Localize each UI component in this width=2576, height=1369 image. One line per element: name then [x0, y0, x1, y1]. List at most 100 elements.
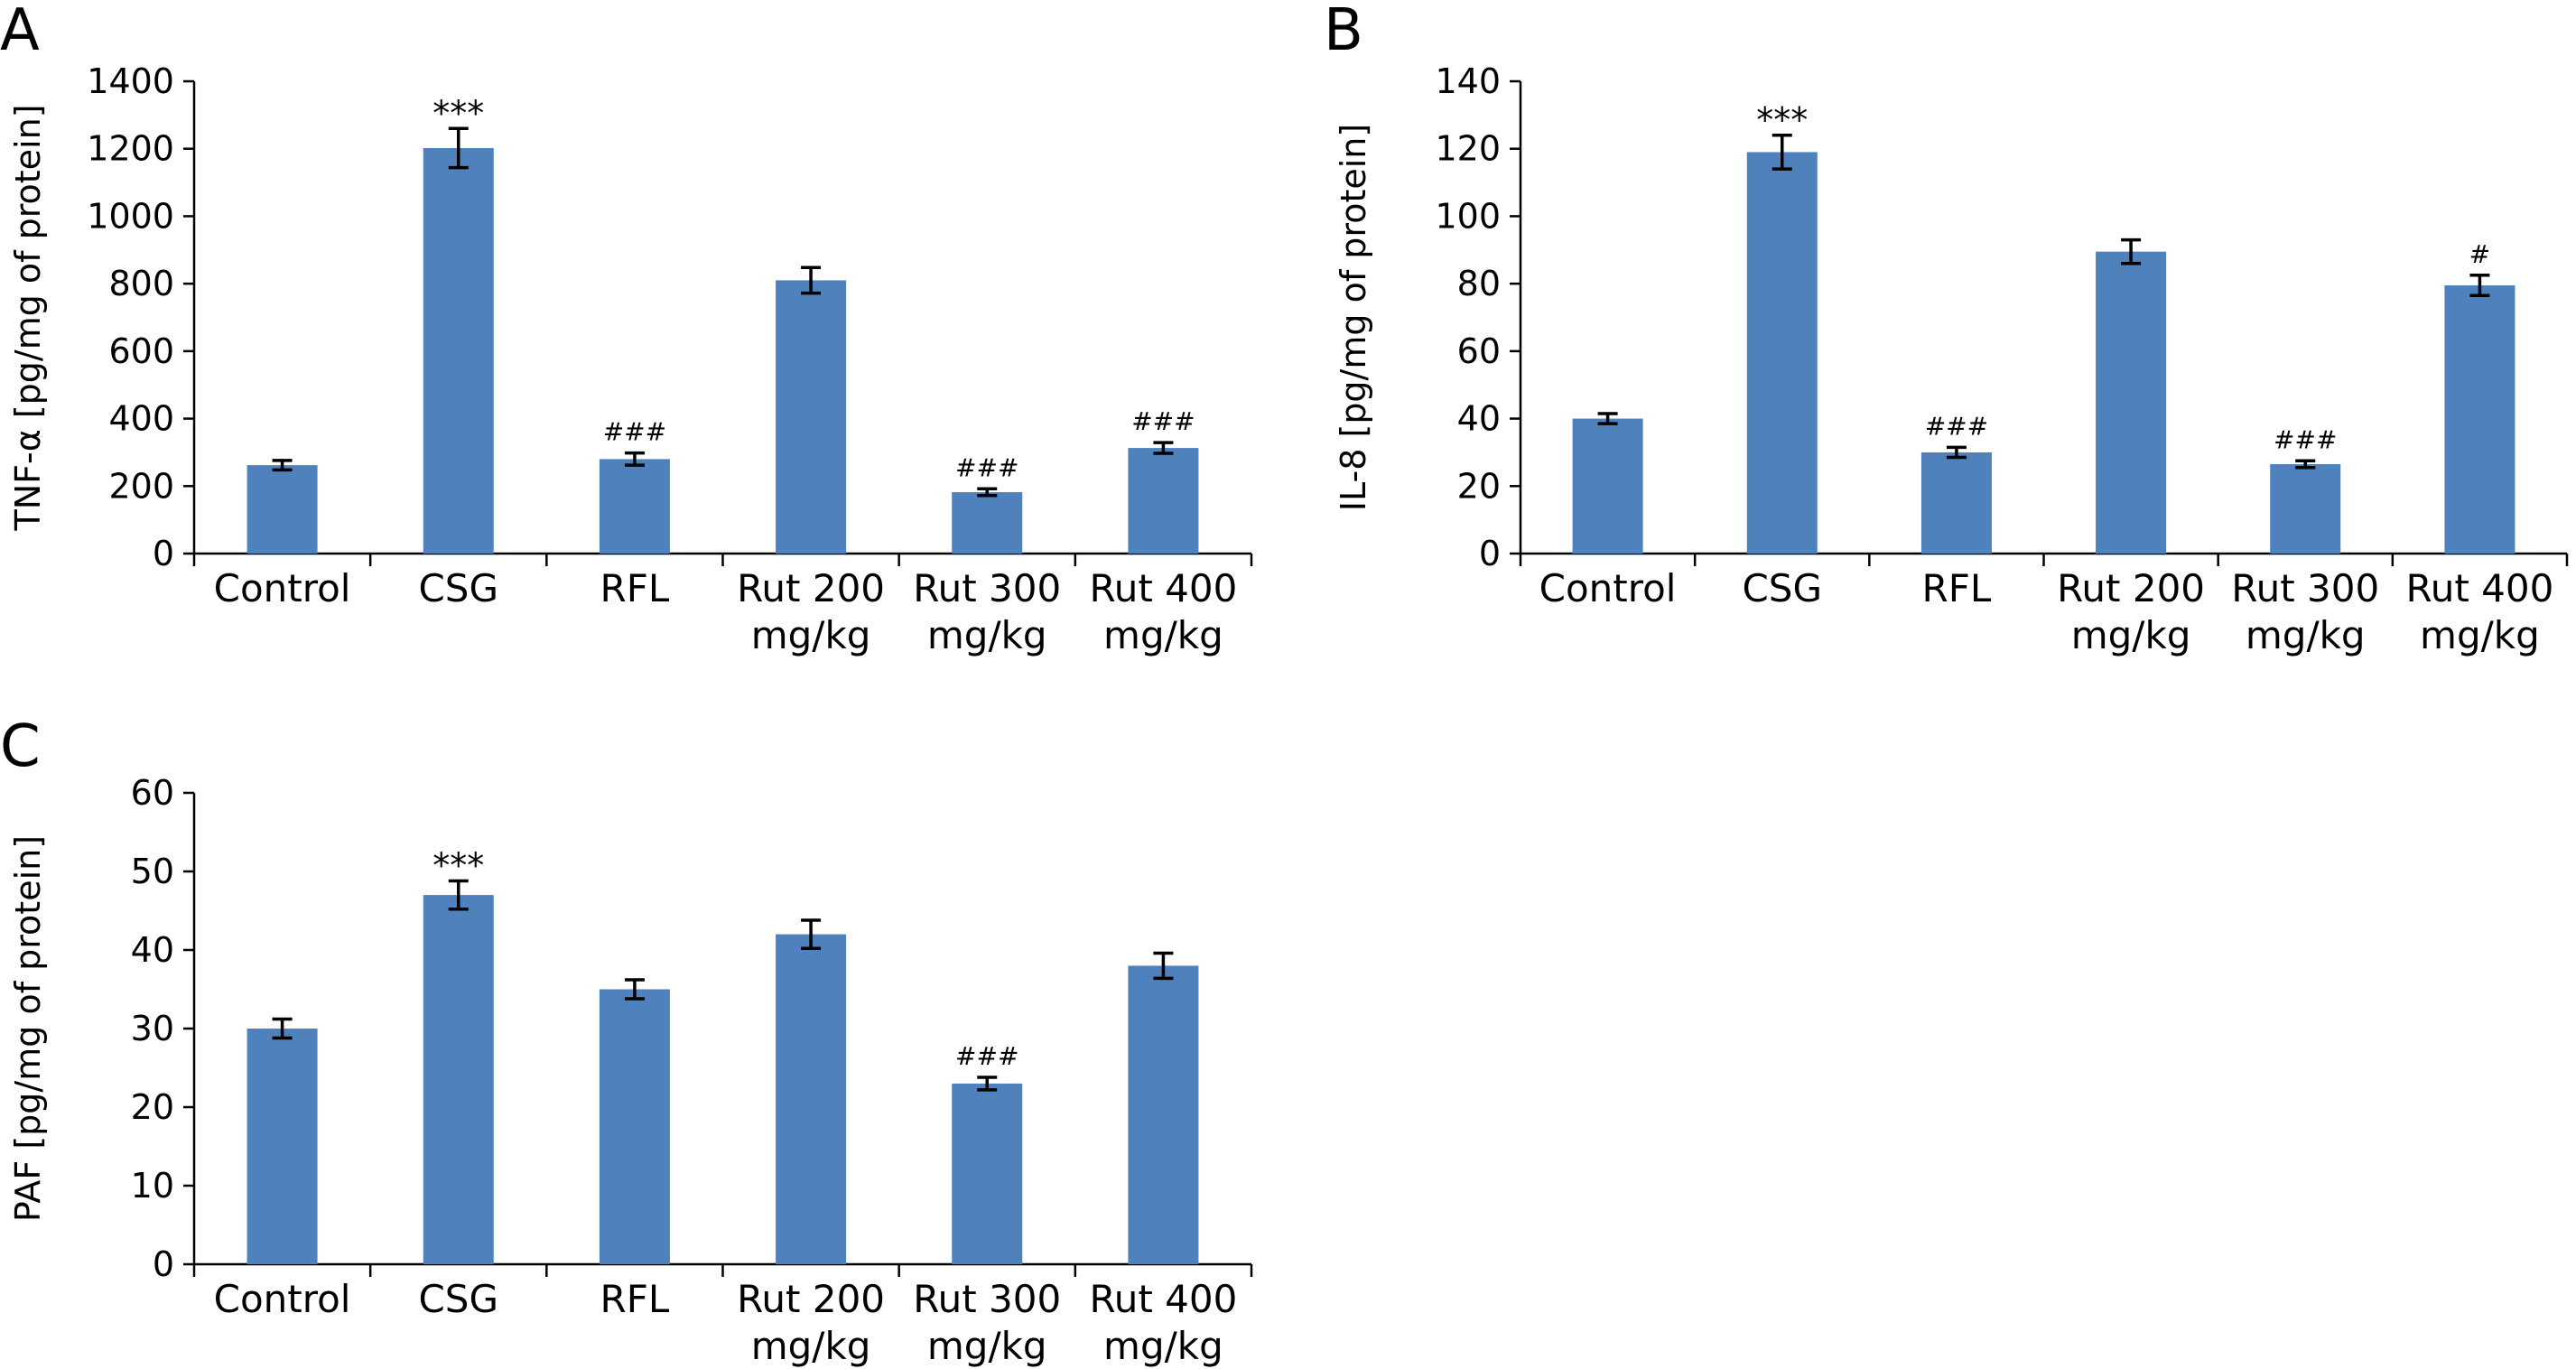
panel-c: C 0 10 20 30 40 50 60 PAF [pg/mg of protein] Cont…	[0, 713, 1253, 1368]
significance-hashes: ###	[955, 452, 1018, 482]
x-category-label: mg/kg	[2071, 613, 2191, 657]
error-bar	[1597, 412, 1618, 425]
significance-hashes: ###	[2274, 424, 2337, 454]
error-bar	[624, 451, 645, 467]
significance-stars: ***	[1756, 100, 1808, 140]
bar	[599, 459, 670, 554]
bar	[776, 280, 847, 554]
y-tick-label: 140	[1435, 61, 1501, 101]
y-tick-label: 40	[131, 930, 174, 970]
y-tick-label: 400	[108, 399, 174, 439]
error-bar	[448, 126, 469, 170]
x-category-label: Rut 300	[913, 1277, 1061, 1321]
x-category-label: mg/kg	[2420, 613, 2540, 657]
bar	[1128, 448, 1199, 554]
x-category-label: mg/kg	[927, 613, 1047, 657]
significance-hashes: ###	[1925, 411, 1988, 441]
y-tick-label: 10	[131, 1166, 174, 1206]
error-bar	[977, 1076, 998, 1092]
significance-hashes: ###	[603, 417, 666, 447]
x-category-label: mg/kg	[1103, 613, 1223, 657]
x-category-label: Rut 200	[737, 1277, 885, 1321]
x-category-label: Control	[214, 1277, 351, 1321]
significance-hashes: ###	[955, 1041, 1018, 1071]
bar	[1746, 152, 1818, 554]
error-bar	[801, 918, 822, 951]
y-tick-label: 1200	[87, 129, 174, 169]
x-category-label: Rut 400	[2405, 566, 2553, 610]
y-tick-label: 20	[1457, 466, 1501, 506]
x-category-label: Rut 300	[913, 566, 1061, 610]
error-bar	[272, 1017, 293, 1040]
x-category-label: CSG	[1742, 566, 1822, 610]
x-category-label: Control	[1539, 566, 1677, 610]
y-tick-label: 60	[131, 773, 174, 813]
bar	[246, 465, 318, 554]
y-tick-label: 30	[131, 1009, 174, 1048]
bar	[599, 989, 670, 1264]
panel-letter: A	[0, 0, 40, 64]
error-bar	[977, 487, 998, 498]
x-category-label: RFL	[600, 1277, 670, 1321]
panel-letter: B	[1324, 0, 1363, 64]
error-bar	[1153, 951, 1174, 981]
y-tick-label: 200	[108, 466, 174, 506]
x-category-label: Rut 300	[2231, 566, 2379, 610]
bar	[2444, 285, 2516, 554]
error-bar	[1153, 441, 1174, 455]
error-bar	[624, 978, 645, 1001]
y-axis-title: TNF-α [pg/mg of protein]	[8, 104, 48, 531]
panel-b: B 0 20 40 60 80 100 120 140 IL-8 [pg/mg of protei…	[1324, 0, 2569, 657]
bar	[2096, 251, 2167, 554]
significance-hashes: ###	[1131, 406, 1195, 436]
x-category-label: mg/kg	[927, 1324, 1047, 1368]
x-category-label: Rut 200	[2057, 566, 2205, 610]
error-bar	[448, 879, 469, 911]
bar	[2270, 464, 2341, 554]
y-tick-label: 0	[153, 1244, 174, 1284]
x-category-label: CSG	[418, 566, 498, 610]
bar	[246, 1029, 318, 1264]
bar	[423, 895, 494, 1264]
bar	[1572, 418, 1643, 554]
x-category-label: mg/kg	[1103, 1324, 1223, 1368]
error-bar	[1772, 134, 1792, 171]
bar	[1128, 965, 1199, 1264]
y-tick-label: 50	[131, 852, 174, 891]
y-tick-label: 80	[1457, 264, 1501, 303]
x-category-label: Rut 400	[1089, 1277, 1237, 1321]
x-category-label: Control	[214, 566, 351, 610]
x-category-label: Rut 400	[1089, 566, 1237, 610]
y-tick-label: 0	[153, 534, 174, 573]
x-category-label: mg/kg	[751, 613, 871, 657]
significance-hashes: #	[2469, 239, 2490, 269]
error-bar	[801, 265, 822, 295]
x-category-label: RFL	[600, 566, 670, 610]
panel-letter: C	[0, 713, 41, 780]
bar	[952, 492, 1023, 554]
y-tick-label: 100	[1435, 196, 1501, 236]
y-tick-label: 800	[108, 264, 174, 303]
error-bar	[2295, 459, 2316, 470]
y-tick-label: 600	[108, 331, 174, 371]
y-tick-label: 40	[1457, 399, 1501, 439]
error-bar	[2469, 274, 2490, 297]
x-category-label: mg/kg	[751, 1324, 871, 1368]
y-axis-title: IL-8 [pg/mg of protein]	[1334, 124, 1373, 511]
y-tick-label: 1000	[87, 196, 174, 236]
significance-stars: ***	[432, 845, 484, 885]
bar	[776, 934, 847, 1264]
error-bar	[1946, 445, 1967, 460]
significance-stars: ***	[432, 93, 484, 133]
x-category-label: Rut 200	[737, 566, 885, 610]
x-category-label: mg/kg	[2246, 613, 2366, 657]
error-bar	[272, 459, 293, 472]
x-category-label: RFL	[1922, 566, 1992, 610]
y-tick-label: 0	[1479, 534, 1501, 573]
bar	[1920, 452, 1992, 554]
y-tick-label: 120	[1435, 129, 1501, 169]
y-tick-label: 1400	[87, 61, 174, 101]
bar	[423, 147, 494, 554]
x-category-label: CSG	[418, 1277, 498, 1321]
y-tick-label: 20	[131, 1087, 174, 1127]
